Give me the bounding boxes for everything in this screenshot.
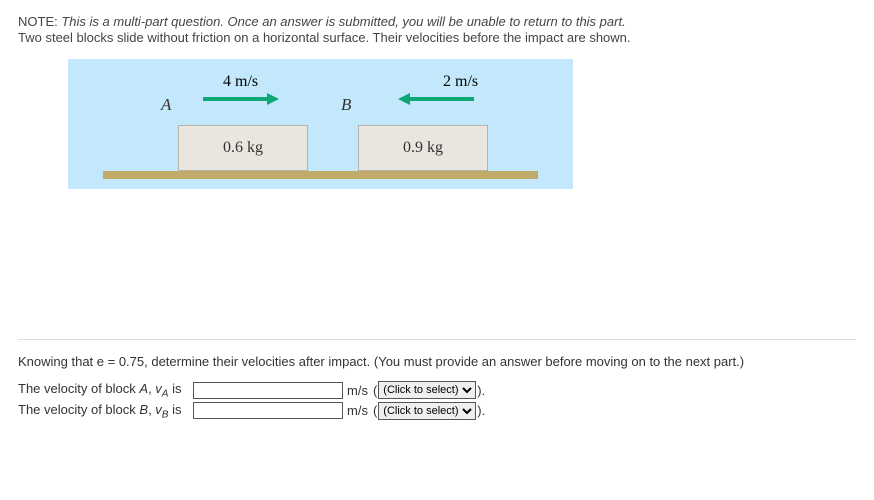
paren-close-b: ). — [477, 403, 485, 418]
answer-a-label: The velocity of block A, vA is — [18, 381, 193, 400]
paren-open-b: ( — [373, 403, 377, 418]
paren-open-a: ( — [373, 383, 377, 398]
block-a-mass: 0.6 kg — [223, 139, 263, 157]
answer-b-label: The velocity of block B, vB is — [18, 402, 193, 421]
note-line: NOTE: This is a multi-part question. Onc… — [18, 14, 856, 29]
block-b-letter: B — [341, 95, 351, 115]
answer-row-a: The velocity of block A, vA is m/s ( (Cl… — [18, 381, 856, 400]
spacer — [18, 189, 856, 339]
unit-b: m/s — [347, 403, 368, 418]
question-text: Knowing that e = 0.75, determine their v… — [18, 354, 856, 369]
block-b-mass: 0.9 kg — [403, 139, 443, 157]
figure: 4 m/s 2 m/s A B 0.6 kg 0.9 kg — [68, 59, 573, 189]
note-italic: This is a multi-part question. Once an a… — [61, 14, 625, 29]
surface — [103, 171, 538, 179]
answer-row-b: The velocity of block B, vB is m/s ( (Cl… — [18, 402, 856, 421]
unit-a: m/s — [347, 383, 368, 398]
velocity-a-input[interactable] — [193, 382, 343, 399]
block-a: 0.6 kg — [178, 125, 308, 171]
arrow-right-icon — [203, 93, 279, 105]
velocity-b-label: 2 m/s — [443, 73, 478, 91]
separator — [18, 339, 856, 340]
direction-b-select[interactable]: (Click to select) — [378, 402, 476, 420]
context-line: Two steel blocks slide without friction … — [18, 30, 856, 45]
arrow-left-icon — [398, 93, 474, 105]
velocity-b-input[interactable] — [193, 402, 343, 419]
paren-close-a: ). — [477, 383, 485, 398]
direction-a-select[interactable]: (Click to select) — [378, 381, 476, 399]
velocity-a-label: 4 m/s — [223, 73, 258, 91]
note-prefix: NOTE: — [18, 14, 58, 29]
block-b: 0.9 kg — [358, 125, 488, 171]
block-a-letter: A — [161, 95, 171, 115]
